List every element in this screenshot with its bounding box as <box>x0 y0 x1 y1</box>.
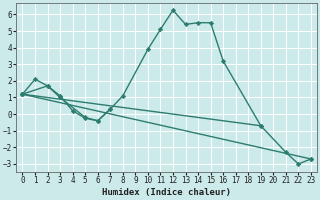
X-axis label: Humidex (Indice chaleur): Humidex (Indice chaleur) <box>102 188 231 197</box>
